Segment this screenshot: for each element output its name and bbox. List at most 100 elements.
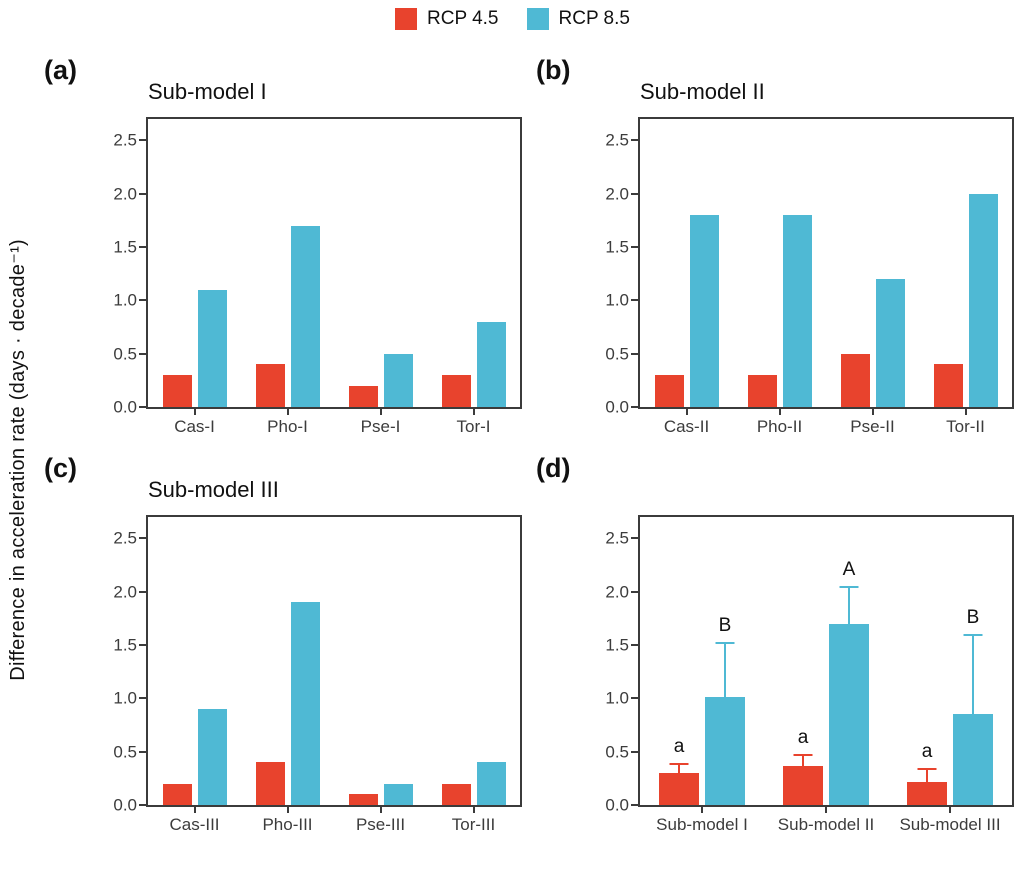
bar-rcp45 <box>747 375 777 407</box>
bar-group-Sub-model II: aA <box>764 517 888 805</box>
y-tick-mark <box>139 352 146 355</box>
bar-rcp85 <box>383 783 413 805</box>
x-axis-d <box>640 807 1012 814</box>
error-bar-cap <box>917 767 937 770</box>
y-tick-mark <box>139 139 146 142</box>
bar-rcp85 <box>197 289 227 407</box>
legend-label-rcp85: RCP 8.5 <box>558 8 630 29</box>
x-tick-labels-b: Cas-II Pho-II Pse-II Tor-II <box>640 417 1012 437</box>
bar-rcp45 <box>654 375 684 407</box>
x-tick-mark <box>286 409 289 415</box>
x-tick-label: Pse-I <box>360 417 401 436</box>
x-tick-mark <box>964 409 967 415</box>
bar-rcp45 <box>162 375 192 407</box>
panel-letter-d: (d) <box>536 453 571 483</box>
y-tick-mark <box>631 590 638 593</box>
bar-rcp85 <box>875 279 905 407</box>
bar-rcp45: a <box>907 742 947 805</box>
plot-b: 0.0 0.5 1.0 1.5 2.0 2.5 <box>532 117 1014 416</box>
bar-group-Cas-I <box>148 119 241 407</box>
bar-rcp85 <box>689 215 719 407</box>
x-tick-label: Tor-III <box>451 815 496 834</box>
y-tick-label: 1.0 <box>605 290 629 310</box>
bar-group-Pse-I <box>334 119 427 407</box>
bar-rcp85 <box>290 602 320 805</box>
plot-frame-a <box>139 117 522 409</box>
y-tick-mark <box>631 139 638 142</box>
y-tick-label: 0.0 <box>113 397 137 417</box>
plot-c: 0.0 0.5 1.0 1.5 2.0 2.5 <box>40 515 522 814</box>
y-axis-d: 0.0 0.5 1.0 1.5 2.0 2.5 <box>532 517 638 814</box>
bar-rcp85 <box>476 321 506 407</box>
bar-rcp85 <box>476 762 506 805</box>
y-tick-label: 1.5 <box>113 237 137 257</box>
y-tick-label: 0.5 <box>605 344 629 364</box>
legend-label-rcp45: RCP 4.5 <box>427 8 499 29</box>
significance-letter: a <box>921 740 933 762</box>
significance-letter: a <box>673 736 685 758</box>
bar-rcp85 <box>290 225 320 407</box>
panel-title-c: Sub-model III <box>148 477 279 502</box>
panel-title-b: Sub-model II <box>640 79 765 104</box>
error-bar <box>839 586 859 624</box>
y-tick-mark <box>139 299 146 302</box>
error-bar <box>715 641 735 698</box>
significance-letter: B <box>718 614 732 636</box>
error-bar-cap <box>793 753 813 756</box>
y-tick-mark <box>631 299 638 302</box>
x-tick-label: Cas-III <box>169 815 220 834</box>
y-tick-mark <box>139 590 146 593</box>
y-tick-label: 2.0 <box>605 582 629 602</box>
y-tick-mark <box>139 644 146 646</box>
bar-rcp45: a <box>659 737 699 805</box>
y-tick-label: 0.0 <box>605 397 629 417</box>
x-tick-mark <box>871 409 874 415</box>
y-tick-mark <box>139 192 146 195</box>
y-tick-label: 2.5 <box>113 130 137 150</box>
y-tick-label: 2.0 <box>605 184 629 204</box>
x-tick-mark <box>701 807 703 813</box>
y-tick-mark <box>631 406 638 408</box>
x-tick-mark <box>778 409 781 415</box>
y-tick-label: 0.5 <box>113 344 137 364</box>
x-tick-mark <box>472 807 475 813</box>
y-tick-label: 1.0 <box>113 688 137 708</box>
bar-rcp45: a <box>783 728 823 805</box>
x-tick-mark <box>472 409 475 415</box>
x-tick-mark <box>825 807 827 813</box>
y-tick-label: 1.5 <box>113 635 137 655</box>
bar-rcp85 <box>197 709 227 805</box>
y-tick-label: 0.5 <box>605 742 629 762</box>
x-tick-label: Pse-III <box>355 815 406 834</box>
plot-a: 0.0 0.5 1.0 1.5 2.0 2.5 <box>40 117 522 416</box>
error-bar <box>793 753 813 766</box>
x-tick-label: Pse-II <box>850 417 895 436</box>
bar-rcp45 <box>933 364 963 407</box>
y-tick-mark <box>631 750 638 753</box>
panels-grid: (a) Sub-model I 0.0 0.5 1.0 1.5 2.0 2.5 Cas-I Pho… <box>40 55 1024 851</box>
panel-letter-a: (a) <box>44 55 77 85</box>
y-axis-a: 0.0 0.5 1.0 1.5 2.0 2.5 <box>40 119 146 416</box>
error-bar <box>669 763 689 773</box>
bar-group-Tor-I <box>427 119 520 407</box>
bar-group-Tor-II <box>919 119 1012 407</box>
y-axis-c: 0.0 0.5 1.0 1.5 2.0 2.5 <box>40 517 146 814</box>
x-tick-mark <box>193 807 196 813</box>
error-bar-cap <box>669 763 689 766</box>
x-tick-mark <box>379 409 382 415</box>
x-tick-label: Pho-III <box>262 815 313 834</box>
y-tick-label: 2.0 <box>113 582 137 602</box>
y-tick-mark <box>631 644 638 646</box>
x-tick-label: Sub-model III <box>899 815 1001 834</box>
y-tick-label: 1.0 <box>113 290 137 310</box>
bar-group-Pho-I <box>241 119 334 407</box>
bar-rcp45 <box>255 364 285 407</box>
error-bar-cap <box>839 586 859 589</box>
x-tick-label: Pho-II <box>756 417 803 436</box>
y-tick-mark <box>139 697 146 700</box>
y-tick-label: 2.5 <box>605 130 629 150</box>
y-tick-label: 0.0 <box>113 795 137 815</box>
y-tick-label: 2.5 <box>113 528 137 548</box>
